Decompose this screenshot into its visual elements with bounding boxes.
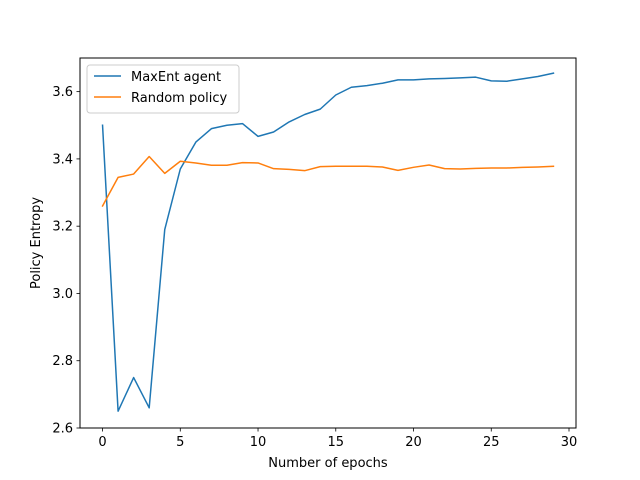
y-tick-label: 3.2 [52,220,73,235]
y-tick-label: 3.0 [52,287,73,302]
y-tick-label: 3.4 [52,152,73,167]
x-tick-label: 25 [483,435,500,450]
plot-marks [101,72,555,412]
x-tick-label: 20 [405,435,422,450]
legend-label-0: MaxEnt agent [131,70,221,85]
y-axis: 2.6 2.8 3.0 3.2 3.4 3.6 [52,85,80,437]
x-tick-label: 15 [328,435,345,450]
legend-box [86,64,240,114]
x-tick-label: 10 [250,435,267,450]
x-tick-label: 5 [176,435,184,450]
x-axis: 0 5 10 15 20 25 30 [98,428,577,450]
x-axis-label: Number of epochs [268,456,388,471]
y-tick-label: 2.6 [52,422,73,437]
legend-label-1: Random policy [131,91,228,106]
x-tick-label: 0 [98,435,106,450]
series-line-0 [101,72,555,412]
legend: MaxEnt agent Random policy [86,64,240,114]
y-tick-label: 3.6 [52,85,73,100]
plot-frame [79,57,577,429]
series-line-1 [101,155,555,208]
x-tick-label: 30 [561,435,578,450]
y-axis-label: Policy Entropy [29,197,44,289]
y-tick-label: 2.8 [52,354,73,369]
